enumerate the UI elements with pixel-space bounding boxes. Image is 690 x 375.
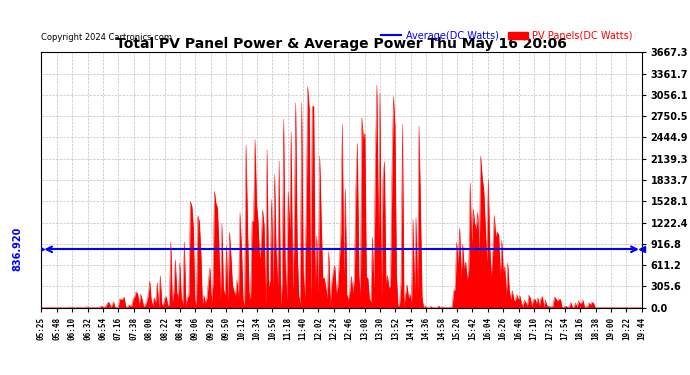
Text: Copyright 2024 Cartronics.com: Copyright 2024 Cartronics.com [41,33,172,42]
Legend: Average(DC Watts), PV Panels(DC Watts): Average(DC Watts), PV Panels(DC Watts) [377,27,637,45]
Title: Total PV Panel Power & Average Power Thu May 16 20:06: Total PV Panel Power & Average Power Thu… [116,38,567,51]
Text: 836.920: 836.920 [12,227,22,272]
